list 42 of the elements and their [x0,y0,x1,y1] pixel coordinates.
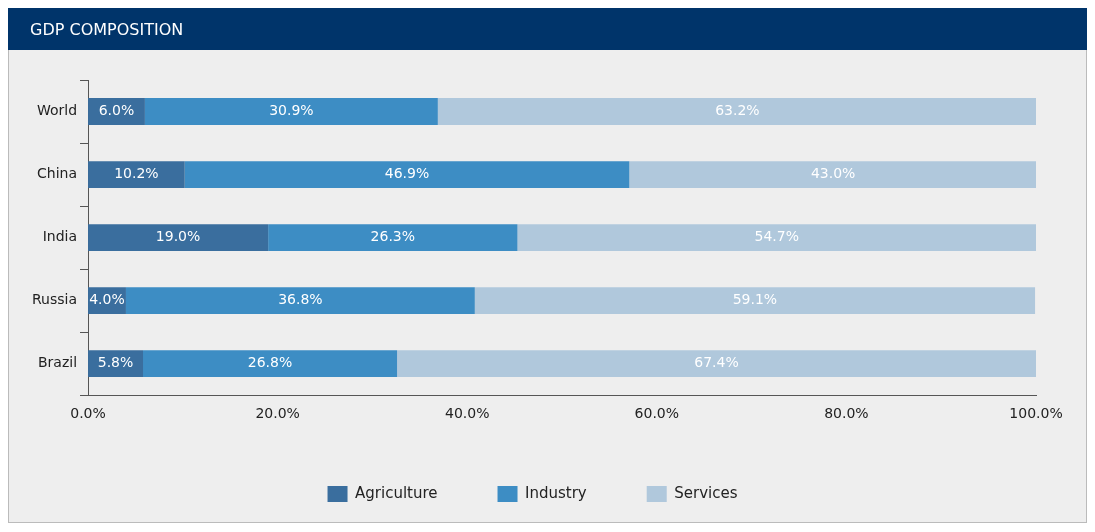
bar [184,161,630,188]
bar [125,287,475,315]
bar [437,98,1036,125]
x-tick-label: 80.0% [824,405,869,422]
data-label: 26.8% [247,354,293,371]
data-label: 10.2% [114,165,159,182]
bar [143,350,398,378]
legend-label: Agriculture [355,483,438,502]
bar [268,224,518,251]
bar [517,224,1036,251]
y-tick-label: Brazil [37,354,78,371]
data-label: 54.7% [754,228,799,245]
y-tick-label: World [36,102,78,119]
data-label: 36.8% [278,291,323,308]
x-tick-label: 20.0% [255,405,300,422]
data-label: 4.0% [89,291,125,308]
x-tick-label: 40.0% [444,405,490,422]
x-tick-label: 0.0% [70,405,106,422]
data-label: 67.4% [694,354,739,371]
x-tick-label: 100.0% [1009,405,1063,422]
y-tick-label: Russia [32,291,78,308]
data-label: 26.3% [370,228,416,245]
data-label: 43.0% [810,165,856,182]
y-tick-label: India [42,228,78,245]
bar [88,224,269,251]
data-label: 6.0% [98,102,135,119]
data-label: 30.9% [269,102,314,119]
data-label: 63.2% [715,102,760,119]
data-label: 5.8% [97,354,134,371]
bar [629,161,1036,188]
bar [144,98,438,125]
chart-title: GDP COMPOSITION [8,8,1087,50]
bar [397,350,1036,378]
legend-label: Services [674,483,738,502]
bar [474,287,1036,315]
data-label: 46.9% [384,165,430,182]
data-label: 59.1% [732,291,778,308]
x-tick-label: 60.0% [634,405,680,422]
legend-label: Industry [525,483,587,502]
data-label: 19.0% [155,228,201,245]
bar [88,161,185,188]
y-tick-label: China [37,165,78,182]
